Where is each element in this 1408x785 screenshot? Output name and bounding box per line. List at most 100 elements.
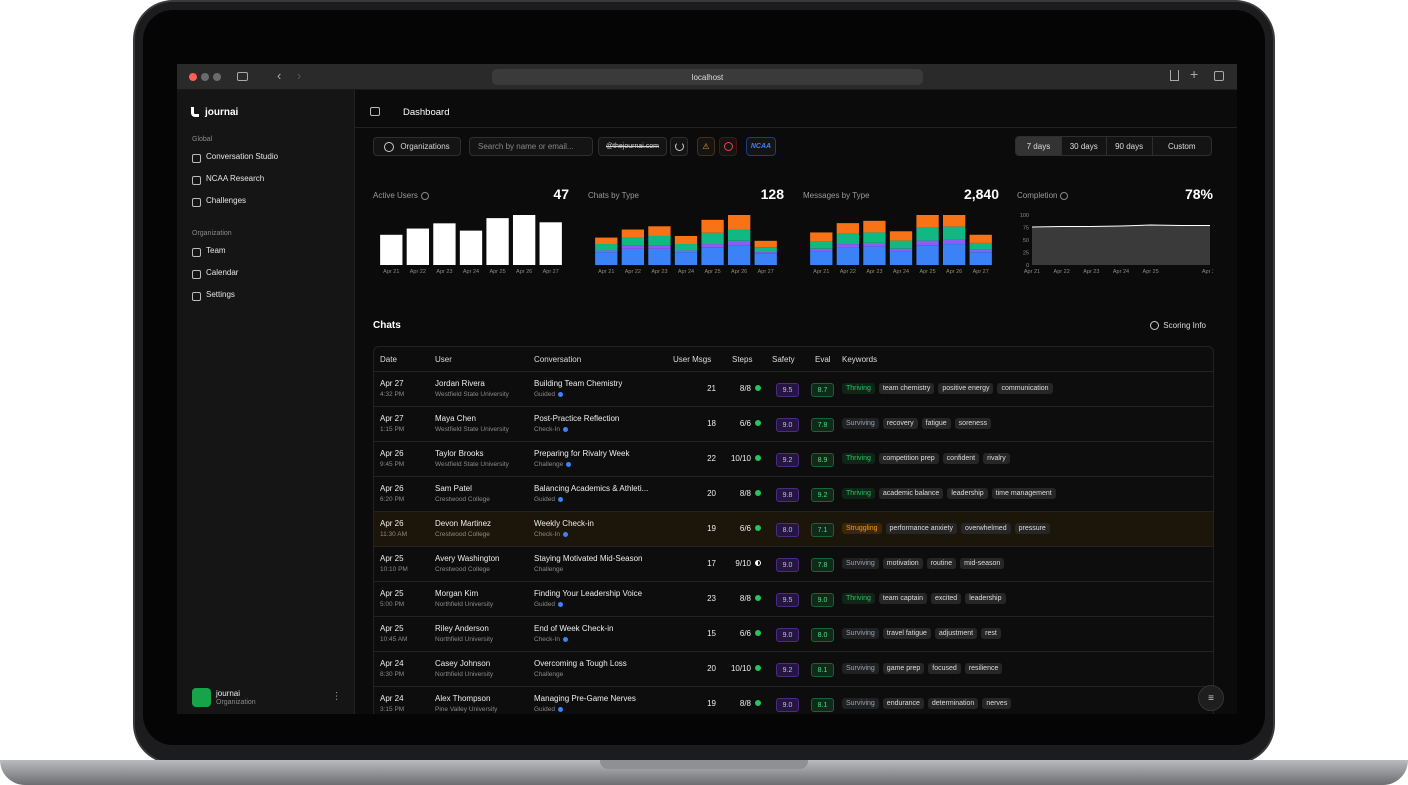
refresh-button[interactable] — [670, 137, 688, 156]
time: 3:15 PM — [380, 706, 405, 713]
warning-filter[interactable]: ⚠ — [697, 137, 715, 156]
eval-score: 8.0 — [811, 628, 834, 642]
safety-score: 9.0 — [776, 698, 799, 712]
school: Northfield University — [435, 671, 494, 678]
keywords: Surviving recovery fatigue soreness — [842, 418, 992, 429]
new-tab-button[interactable]: + — [1190, 66, 1199, 82]
status-tag: Surviving — [842, 663, 879, 674]
school: Crestwood College — [435, 531, 490, 538]
y-tick-label: 0 — [1026, 263, 1029, 269]
steps: 10/10 — [730, 454, 751, 463]
user-msgs: 20 — [707, 664, 716, 673]
range-option[interactable]: 30 days — [1060, 137, 1106, 155]
type-dot — [557, 601, 563, 607]
bar — [863, 246, 886, 265]
bar — [701, 244, 724, 248]
nav-item[interactable]: NCAA Research — [206, 174, 265, 183]
table-row[interactable]: Apr 25 10:10 PM Avery Washington Crestwood … — [374, 546, 1213, 582]
filter-fab[interactable]: ≡ — [1198, 685, 1224, 711]
bar — [889, 251, 913, 265]
nav-icon — [192, 198, 201, 207]
nav-icon — [192, 176, 201, 185]
zoom-button[interactable] — [213, 73, 221, 81]
x-tick-label: Apr 22 — [410, 269, 426, 275]
bar — [889, 248, 913, 252]
range-option[interactable]: 90 days — [1105, 137, 1152, 155]
status-tag: Thriving — [842, 383, 875, 394]
bar — [727, 240, 751, 246]
bar — [969, 252, 992, 265]
bar — [648, 235, 671, 246]
nav-item[interactable]: Settings — [206, 290, 235, 299]
domain-filter[interactable]: @thejournai.com — [598, 137, 667, 156]
search-input[interactable]: Search by name or email... — [469, 137, 593, 156]
keyword-tag: team chemistry — [878, 383, 935, 394]
date: Apr 25 — [380, 554, 404, 563]
table-row[interactable]: Apr 24 3:15 PM Alex Thompson Pine Valley Un… — [374, 686, 1213, 714]
keyword-tag: game prep — [882, 663, 925, 674]
table-row[interactable]: Apr 26 6:20 PM Sam Patel Crestwood College B… — [374, 476, 1213, 512]
safety-score: 8.0 — [776, 523, 799, 537]
type-dot — [563, 636, 569, 642]
eval-score: 8.7 — [811, 383, 834, 397]
forward-button[interactable]: › — [297, 68, 302, 83]
toggle-sidebar[interactable] — [370, 107, 380, 116]
school: Northfield University — [435, 636, 494, 643]
metric-card: Chats by Type 128 Apr 21 Apr 22 Apr 23 Apr 24… — [588, 186, 784, 278]
keywords: Thriving competition prep confident rivalry — [842, 453, 1010, 464]
nav-item[interactable]: Challenges — [206, 196, 247, 205]
table-row[interactable]: Apr 26 11:30 AM Devon Martinez Crestwood Co… — [374, 511, 1213, 547]
metric-title-text: Active Users — [373, 191, 418, 200]
account-name[interactable]: journai — [216, 689, 241, 698]
conversation-title: Staying Motivated Mid-Season — [534, 554, 643, 563]
bar — [942, 226, 966, 240]
time: 1:15 PM — [380, 426, 405, 433]
table-row[interactable]: Apr 27 4:32 PM Jordan Rivera Westfield Stat… — [374, 371, 1213, 407]
organizations-button[interactable]: Organizations — [373, 137, 461, 156]
account-menu[interactable]: ··· — [331, 691, 342, 701]
eval-score: 9.2 — [811, 488, 834, 502]
bar — [916, 215, 939, 228]
date: Apr 24 — [380, 659, 404, 668]
url-bar[interactable]: localhost — [492, 69, 923, 85]
mini-chart: Apr 21 Apr 22 Apr 23 Apr 24 Apr 25 Apr 26 Apr … — [380, 215, 562, 275]
alert-filter[interactable] — [719, 137, 737, 156]
nav-item[interactable]: Conversation Studio — [206, 152, 279, 161]
table-row[interactable]: Apr 25 10:45 AM Riley Anderson Northfield U… — [374, 616, 1213, 652]
user-name: Casey Johnson — [435, 659, 491, 668]
table-row[interactable]: Apr 24 8:30 PM Casey Johnson Northfield Uni… — [374, 651, 1213, 687]
keywords: Thriving team captain excited leadership — [842, 593, 1006, 604]
date: Apr 27 — [380, 414, 404, 423]
date: Apr 25 — [380, 624, 404, 633]
scoring-info-label[interactable]: Scoring Info — [1163, 321, 1206, 330]
user-msgs: 19 — [707, 524, 716, 533]
organizations-label: Organizations — [400, 142, 450, 151]
keyword-tag: nerves — [982, 698, 1012, 709]
keywords: Surviving endurance determination nerves — [842, 698, 1012, 709]
x-tick-label: Apr 23 — [436, 269, 452, 275]
conversation-title: Balancing Academics & Athleti... — [534, 484, 649, 493]
minimize-button[interactable] — [201, 73, 209, 81]
close-button[interactable] — [189, 73, 197, 81]
status-tag: Surviving — [842, 698, 879, 709]
refresh-icon — [674, 142, 684, 151]
table-row[interactable]: Apr 25 5:00 PM Morgan Kim Northfield Univer… — [374, 581, 1213, 617]
x-tick-label: Apr 23 — [866, 269, 882, 275]
range-option[interactable]: Custom — [1151, 137, 1211, 155]
scoring-info[interactable]: Scoring Info — [1150, 321, 1206, 330]
metric-headline: 47 — [553, 186, 569, 202]
x-tick-label: Apr 23 — [651, 269, 667, 275]
conversation-type: Check-In — [534, 531, 569, 538]
share-button[interactable] — [1170, 70, 1179, 81]
table-row[interactable]: Apr 26 9:45 PM Taylor Brooks Westfield Stat… — [374, 441, 1213, 477]
nav-item[interactable]: Calendar — [206, 268, 239, 277]
range-option[interactable]: 7 days — [1016, 137, 1061, 155]
tabs-button[interactable] — [1214, 71, 1224, 81]
steps-status — [755, 490, 761, 496]
nav-item[interactable]: Team — [206, 246, 226, 255]
back-button[interactable]: ‹ — [277, 68, 282, 83]
ncaa-badge[interactable]: NCAA — [746, 137, 776, 156]
sidebar-icon[interactable] — [237, 72, 248, 81]
table-row[interactable]: Apr 27 1:15 PM Maya Chen Westfield State Un… — [374, 406, 1213, 442]
